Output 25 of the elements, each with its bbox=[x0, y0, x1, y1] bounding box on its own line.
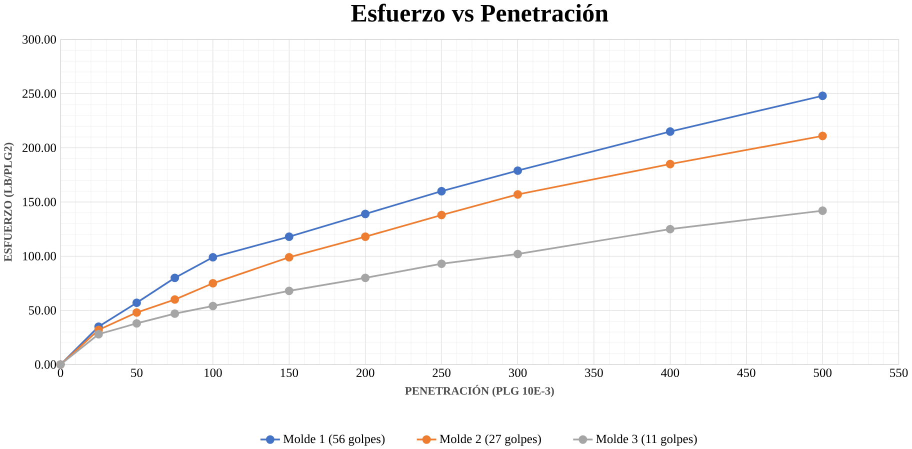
x-tick-label: 400 bbox=[661, 368, 680, 377]
y-tick-label: 100.00 bbox=[23, 252, 56, 260]
y-axis-title: ESFUERZO (LB/PLG2) bbox=[4, 142, 14, 262]
y-tick-label: 150.00 bbox=[23, 198, 56, 206]
x-tick-label: 0 bbox=[58, 368, 64, 377]
x-tick-label: 250 bbox=[432, 368, 450, 377]
legend-label: Molde 1 (56 golpes) bbox=[283, 434, 385, 446]
legend-label: Molde 2 (27 golpes) bbox=[440, 434, 541, 446]
x-tick-label: 50 bbox=[131, 368, 143, 377]
chart-title: Esfuerzo vs Penetración bbox=[351, 4, 608, 22]
y-tick-label: 200.00 bbox=[22, 143, 56, 152]
y-tick-label: 300.00 bbox=[22, 35, 56, 44]
x-tick-label: 100 bbox=[204, 368, 222, 377]
x-tick-label: 200 bbox=[356, 368, 374, 377]
x-tick-label: 300 bbox=[508, 368, 527, 377]
x-tick-label: 500 bbox=[814, 368, 832, 377]
x-tick-label: 450 bbox=[737, 368, 756, 377]
y-tick-label: 250.00 bbox=[22, 89, 56, 98]
x-tick-label: 550 bbox=[890, 368, 908, 377]
x-axis-title: PENETRACIÓN (PLG 10E-3) bbox=[405, 384, 554, 397]
legend-label: Molde 3 (11 golpes) bbox=[596, 434, 697, 446]
x-tick-label: 150 bbox=[280, 368, 298, 377]
y-tick-label: 0.00 bbox=[35, 360, 56, 369]
x-tick-label: 350 bbox=[585, 368, 603, 377]
y-tick-label: 50.00 bbox=[28, 306, 56, 314]
